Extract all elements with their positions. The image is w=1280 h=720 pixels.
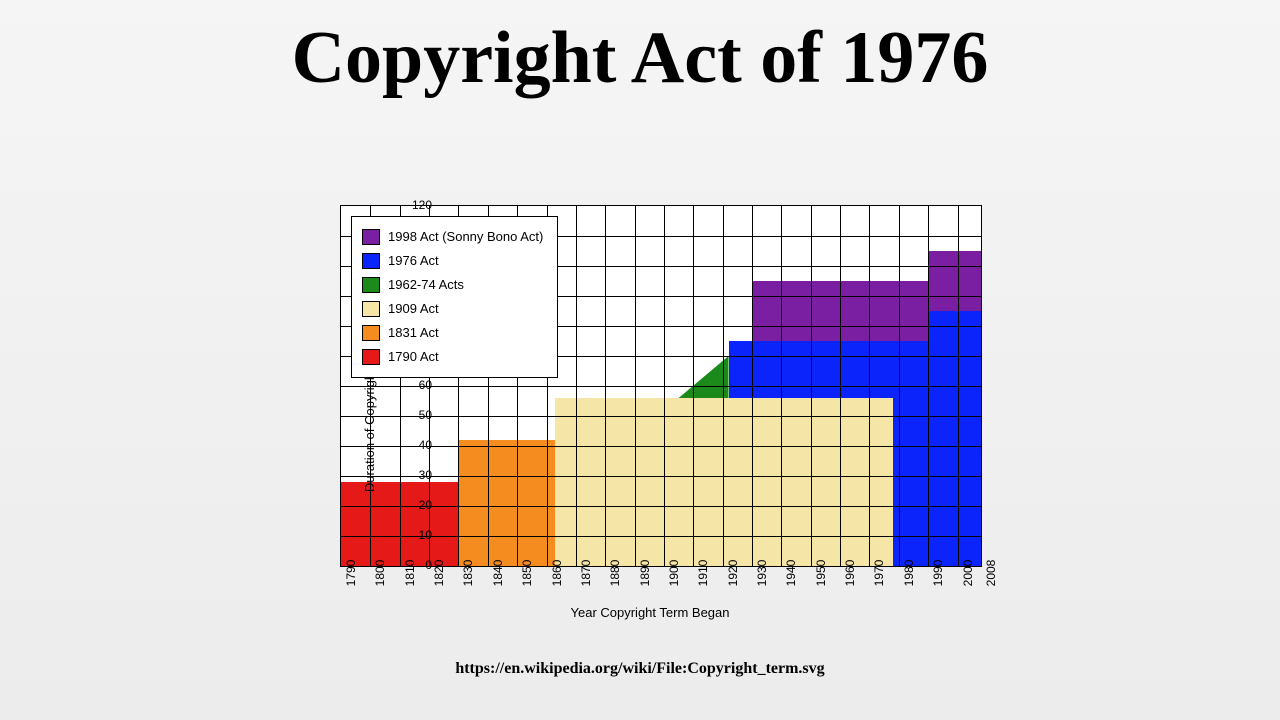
legend-swatch — [362, 253, 380, 269]
legend-swatch — [362, 229, 380, 245]
xtick: 1830 — [461, 560, 475, 587]
xtick: 2008 — [984, 560, 998, 587]
ytick: 120 — [392, 198, 432, 212]
source-url: https://en.wikipedia.org/wiki/File:Copyr… — [0, 660, 1280, 678]
legend-swatch — [362, 277, 380, 293]
ytick: 50 — [392, 408, 432, 422]
legend-swatch — [362, 301, 380, 317]
legend-item: 1976 Act — [362, 249, 543, 273]
xtick: 1840 — [491, 560, 505, 587]
xtick: 1910 — [696, 560, 710, 587]
legend-label: 1831 Act — [388, 321, 439, 345]
xtick: 1920 — [726, 560, 740, 587]
legend-label: 1790 Act — [388, 345, 439, 369]
legend-item: 1998 Act (Sonny Bono Act) — [362, 225, 543, 249]
legend-item: 1831 Act — [362, 321, 543, 345]
xtick: 1940 — [784, 560, 798, 587]
series-1976-b — [893, 341, 981, 566]
xtick: 1970 — [872, 560, 886, 587]
legend: 1998 Act (Sonny Bono Act)1976 Act1962-74… — [351, 216, 558, 378]
ytick: 10 — [392, 528, 432, 542]
legend-item: 1790 Act — [362, 345, 543, 369]
copyright-term-chart: 1998 Act (Sonny Bono Act)1976 Act1962-74… — [280, 195, 1020, 625]
plot-area: 1998 Act (Sonny Bono Act)1976 Act1962-74… — [340, 205, 982, 567]
xtick: 1870 — [579, 560, 593, 587]
xtick: 1790 — [344, 560, 358, 587]
xtick: 1860 — [550, 560, 564, 587]
xtick: 1930 — [755, 560, 769, 587]
xtick: 1900 — [667, 560, 681, 587]
xtick: 1980 — [902, 560, 916, 587]
xtick: 1890 — [638, 560, 652, 587]
legend-swatch — [362, 325, 380, 341]
ytick: 40 — [392, 438, 432, 452]
ytick: 30 — [392, 468, 432, 482]
xtick: 1990 — [931, 560, 945, 587]
legend-label: 1962-74 Acts — [388, 273, 464, 297]
legend-swatch — [362, 349, 380, 365]
ytick: 60 — [392, 378, 432, 392]
series-1998-b — [928, 251, 981, 311]
xtick: 1810 — [403, 560, 417, 587]
xtick: 1800 — [373, 560, 387, 587]
ytick: 20 — [392, 498, 432, 512]
xtick: 2000 — [961, 560, 975, 587]
legend-label: 1998 Act (Sonny Bono Act) — [388, 225, 543, 249]
legend-item: 1909 Act — [362, 297, 543, 321]
legend-item: 1962-74 Acts — [362, 273, 543, 297]
series-1962-74 — [679, 356, 729, 398]
legend-label: 1976 Act — [388, 249, 439, 273]
xtick: 1850 — [520, 560, 534, 587]
xtick: 1950 — [814, 560, 828, 587]
x-axis-label: Year Copyright Term Began — [280, 605, 1020, 620]
page-title: Copyright Act of 1976 — [0, 0, 1280, 101]
xtick: 1880 — [608, 560, 622, 587]
xtick: 1960 — [843, 560, 857, 587]
xtick: 1820 — [432, 560, 446, 587]
legend-label: 1909 Act — [388, 297, 439, 321]
